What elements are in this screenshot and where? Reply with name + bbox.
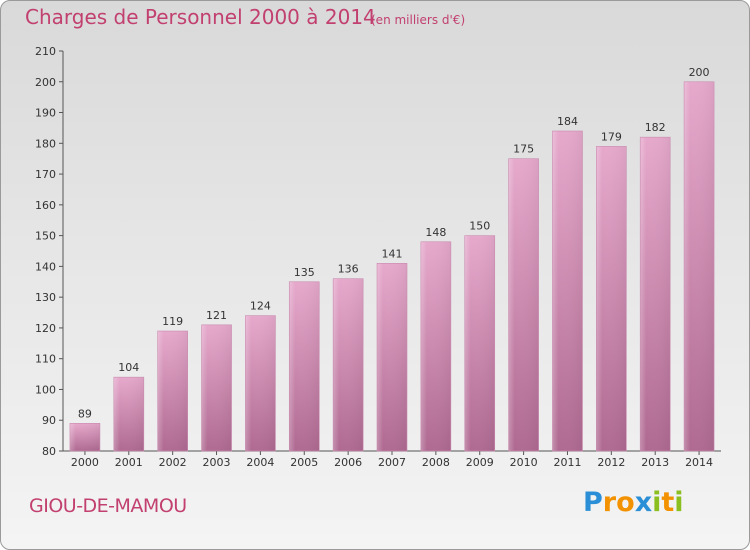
logo-letter: o [616,487,635,518]
x-tick-label: 2008 [422,456,450,469]
y-tick-label: 110 [35,353,56,366]
y-tick-label: 90 [42,414,56,427]
x-tick-label: 2011 [553,456,581,469]
data-label: 150 [469,220,490,233]
data-label: 141 [382,247,403,260]
x-tick-label: 2012 [597,456,625,469]
bar-highlight [464,235,496,452]
x-tick-label: 2004 [246,456,274,469]
bar-highlight [69,423,101,452]
commune-name: GIOU-DE-MAMOU [29,495,187,517]
data-label: 135 [294,266,315,279]
x-tick-label: 2006 [334,456,362,469]
logo-letter: x [634,487,653,518]
x-tick-label: 2005 [290,456,318,469]
logo-letter: t [661,487,675,518]
x-tick-label: 2014 [685,456,713,469]
y-tick-label: 120 [35,322,56,335]
data-label: 104 [118,361,139,374]
y-tick-label: 80 [42,445,56,458]
bar-highlight [596,146,627,452]
y-tick-label: 100 [35,383,56,396]
bar-highlight [245,315,276,452]
logo-letter: P [583,487,603,518]
x-tick-label: 2001 [115,456,143,469]
y-tick-label: 140 [35,260,56,273]
y-tick-label: 170 [35,168,56,181]
x-tick-label: 2003 [203,456,231,469]
y-tick-label: 150 [35,230,56,243]
bar-highlight [683,81,715,452]
y-tick-label: 190 [35,107,56,120]
bar-highlight [201,324,232,452]
bar-highlight [376,263,408,452]
proxiti-logo: Proxiti [583,487,684,518]
data-label: 136 [338,263,359,276]
x-tick-label: 2002 [159,456,187,469]
chart-title: Charges de Personnel 2000 à 2014 [25,5,376,29]
data-label: 184 [557,115,578,128]
bar-highlight [508,158,539,452]
y-tick-label: 210 [35,45,56,58]
data-label: 89 [78,407,92,420]
bar-highlight [288,281,320,452]
logo-letter: r [602,487,617,518]
y-tick-label: 130 [35,291,56,304]
data-label: 200 [689,66,710,79]
x-tick-label: 2000 [71,456,99,469]
data-label: 148 [425,226,446,239]
data-label: 119 [162,315,183,328]
logo-letter: i [674,487,684,518]
data-label: 175 [513,143,534,156]
x-tick-label: 2013 [641,456,669,469]
data-label: 121 [206,309,227,322]
y-tick-label: 160 [35,199,56,212]
x-tick-label: 2009 [466,456,494,469]
data-label: 124 [250,300,271,313]
y-tick-label: 200 [35,76,56,89]
bar-highlight [639,136,671,452]
bar-highlight [157,330,188,452]
data-label: 179 [601,130,622,143]
data-label: 182 [645,121,666,134]
chart-subtitle: (en milliers d'€) [371,13,466,27]
bar-highlight [113,376,145,452]
bar-highlight [332,278,364,452]
logo-letter: i [652,487,662,518]
x-tick-label: 2007 [378,456,406,469]
bar-highlight [552,130,583,452]
y-tick-label: 180 [35,137,56,150]
bar-highlight [420,241,452,452]
x-tick-label: 2010 [510,456,538,469]
